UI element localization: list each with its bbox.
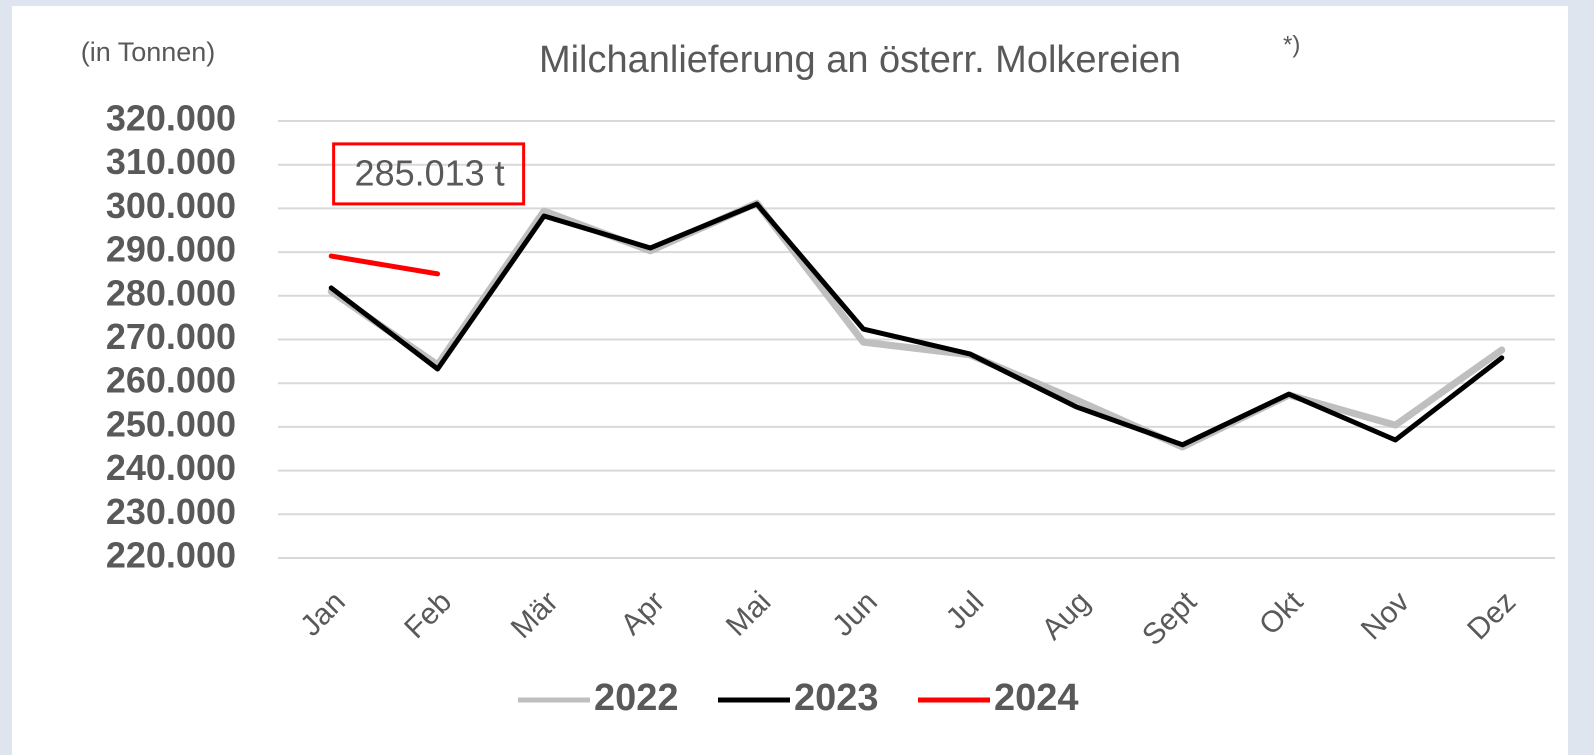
- title-note: *): [1283, 31, 1300, 58]
- y-tick-label: 320.000: [106, 98, 236, 139]
- chart-title: Milchanlieferung an österr. Molkereien: [539, 39, 1181, 81]
- series-line: [328, 253, 441, 277]
- legend-label: 2024: [994, 677, 1079, 719]
- y-tick-label: 280.000: [106, 272, 236, 313]
- annotation-box: [332, 142, 526, 206]
- legend-label: 2022: [594, 677, 679, 719]
- y-tick-label: 220.000: [106, 535, 236, 576]
- y-tick-label: 290.000: [106, 229, 236, 270]
- chart-panel: [12, 6, 1568, 755]
- legend-label: 2023: [794, 677, 879, 719]
- y-tick-label: 250.000: [106, 403, 236, 444]
- y-tick-label: 300.000: [106, 185, 236, 226]
- y-tick-label: 260.000: [106, 360, 236, 401]
- series-line: [328, 201, 1505, 448]
- y-tick-label: 270.000: [106, 316, 236, 357]
- y-tick-label: 230.000: [106, 491, 236, 532]
- y-tick-label: 310.000: [106, 141, 236, 182]
- y-tick-label: 240.000: [106, 447, 236, 488]
- data-label: 285.013 t: [355, 152, 505, 193]
- y-axis-label: (in Tonnen): [81, 37, 216, 67]
